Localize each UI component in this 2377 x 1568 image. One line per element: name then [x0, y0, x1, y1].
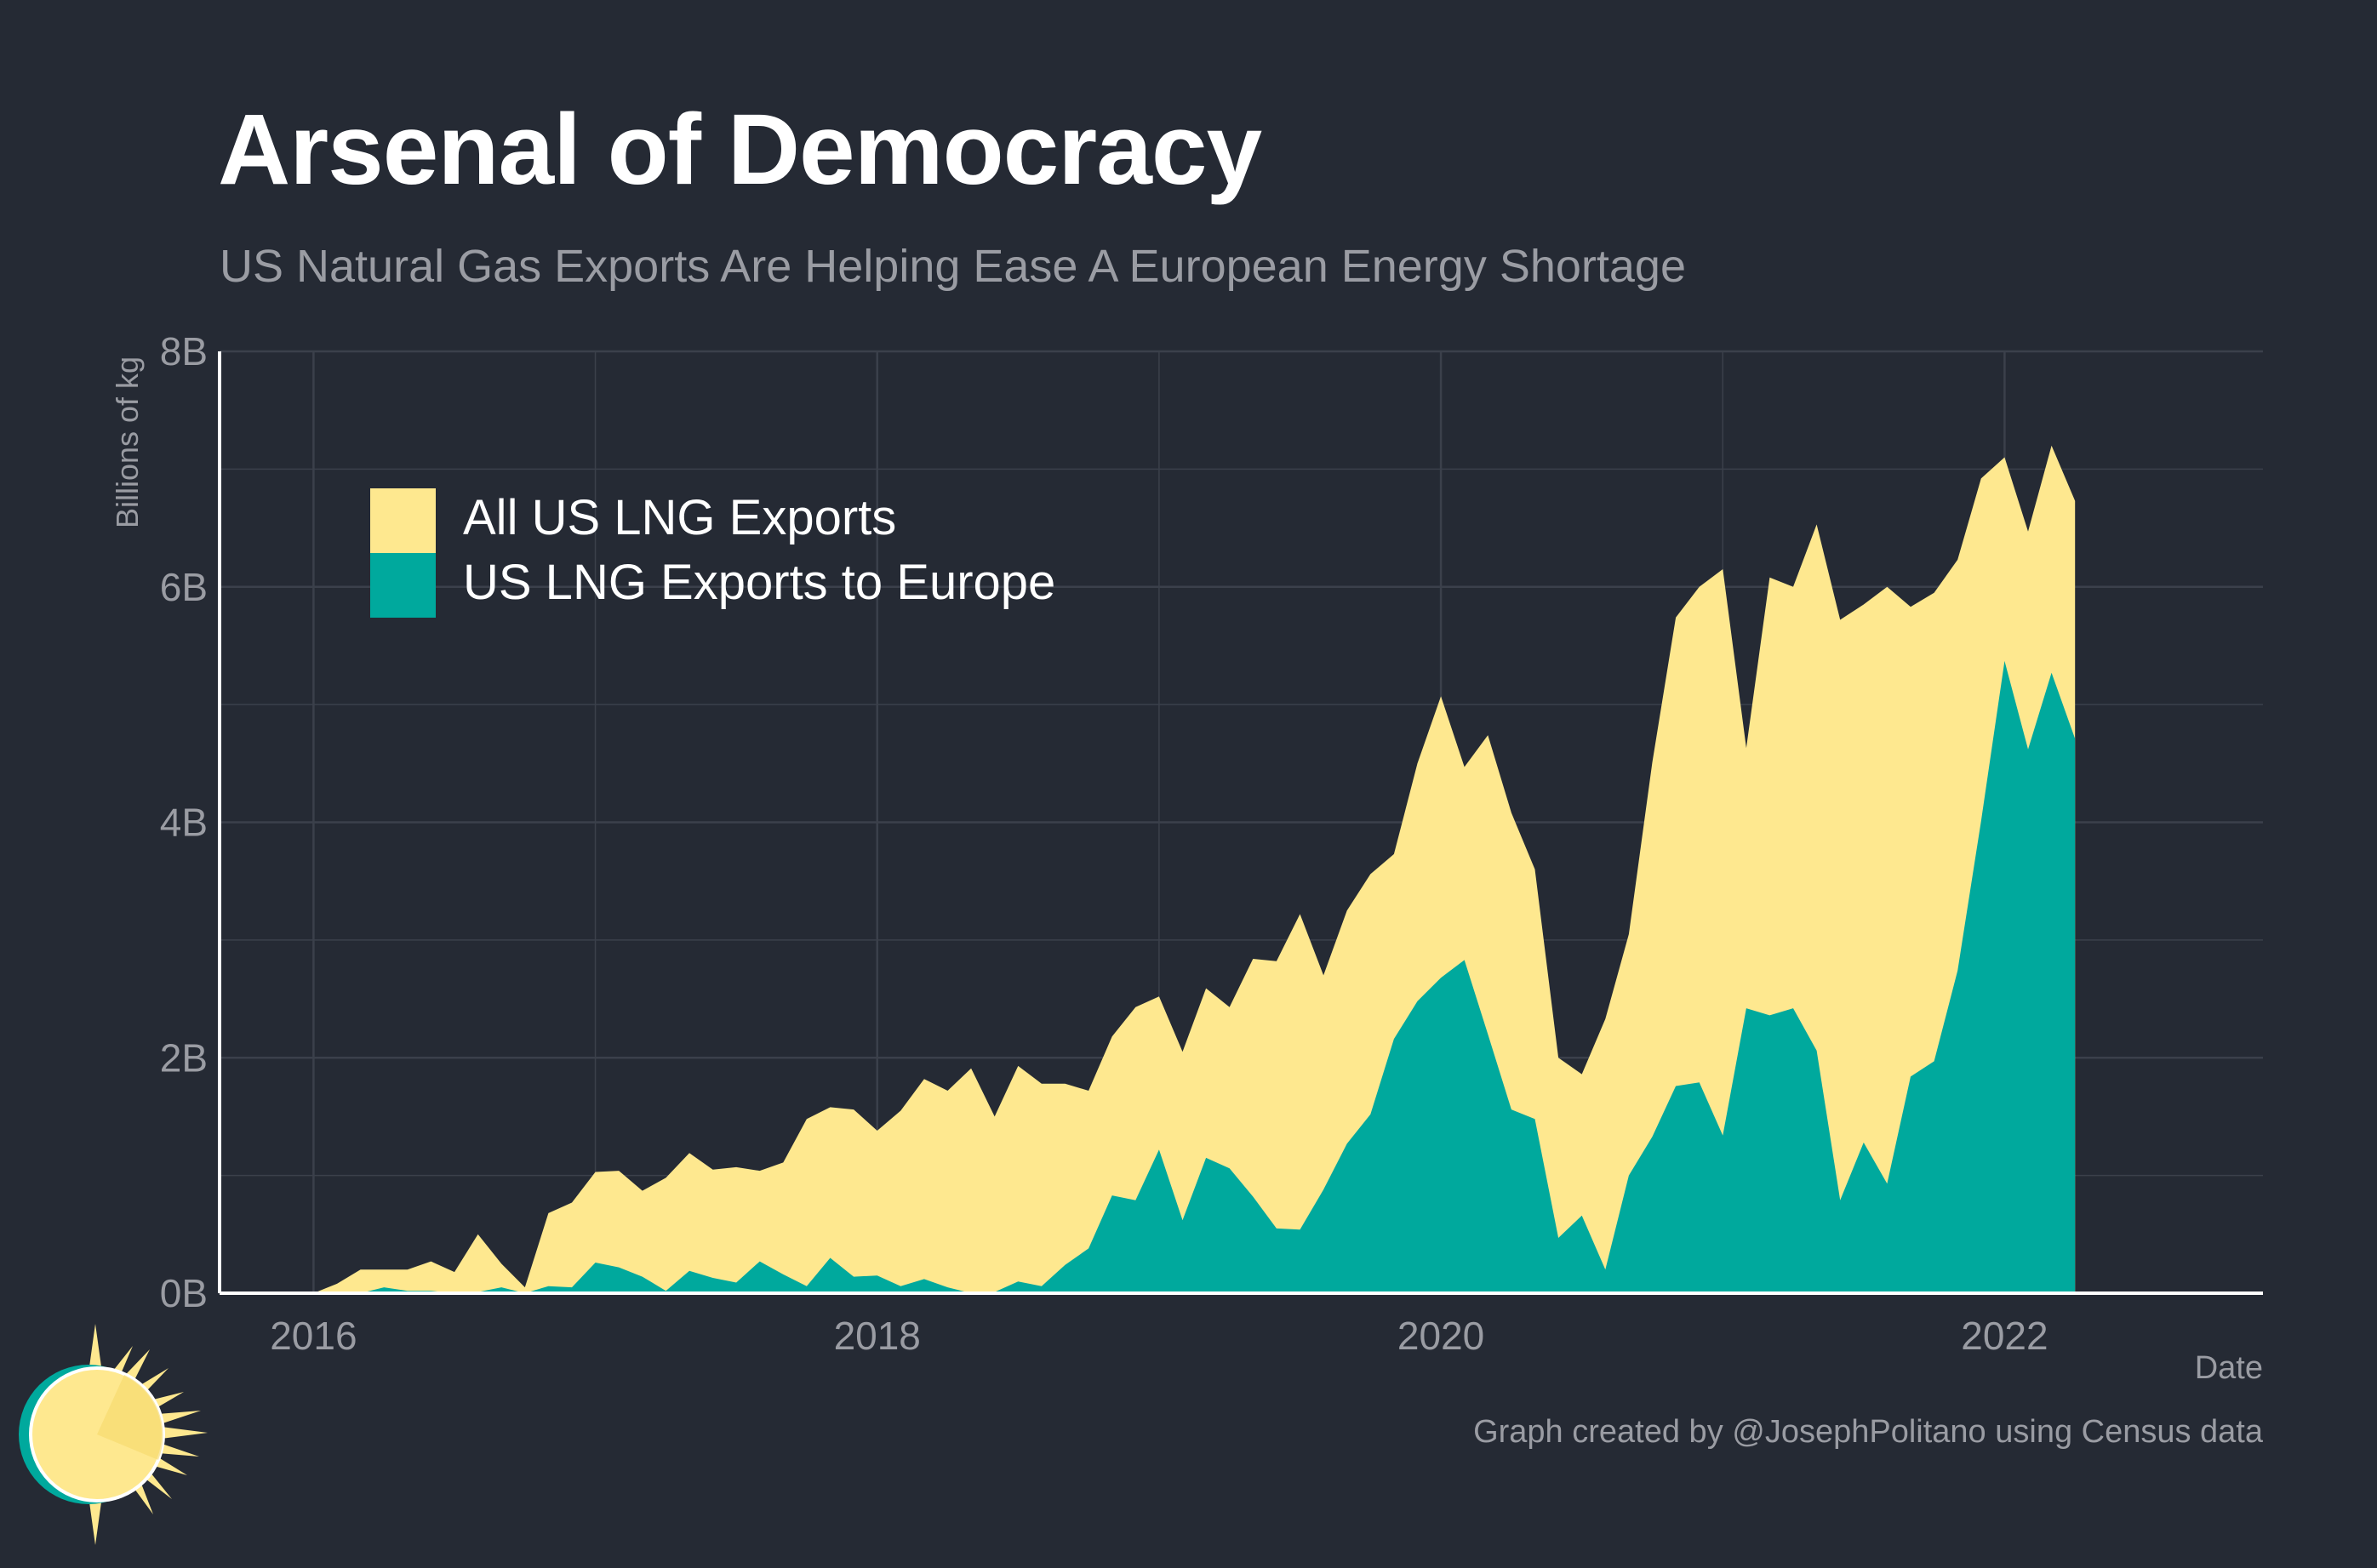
y-tick-label: 6B: [160, 565, 208, 609]
x-tick-label: 2018: [834, 1314, 921, 1358]
y-tick-label: 8B: [160, 329, 208, 373]
series-area-europe-exports: [313, 660, 2076, 1293]
axes: [218, 351, 2263, 1295]
y-tick-labels: 0B 2B 4B 6B 8B: [160, 329, 208, 1315]
x-tick-label: 2020: [1397, 1314, 1484, 1358]
chart-subtitle: US Natural Gas Exports Are Helping Ease …: [220, 241, 1686, 292]
legend-swatch: [370, 488, 436, 553]
chart-title: Arsenal of Democracy: [218, 94, 1262, 206]
x-axis-label: Date: [2195, 1350, 2263, 1386]
x-tick-label: 2022: [1961, 1314, 2048, 1358]
y-tick-label: 4B: [160, 801, 208, 845]
series-area-all-exports: [313, 445, 2076, 1293]
legend-label: All US LNG Exports: [463, 490, 896, 545]
area-series: [313, 445, 2076, 1293]
x-tick-label: 2016: [270, 1314, 357, 1358]
x-tick-labels: 2016 2018 2020 2022: [270, 1314, 2048, 1358]
legend: All US LNG Exports US LNG Exports to Euro…: [370, 488, 1055, 618]
y-axis-label: Billions of kg: [110, 356, 145, 528]
source-caption: Graph created by @JosephPolitano using C…: [1473, 1414, 2263, 1450]
sun-logo-icon: [19, 1324, 208, 1545]
y-tick-label: 2B: [160, 1035, 208, 1080]
legend-label: US LNG Exports to Europe: [463, 555, 1055, 610]
legend-swatch: [370, 553, 436, 618]
y-tick-label: 0B: [160, 1271, 208, 1315]
